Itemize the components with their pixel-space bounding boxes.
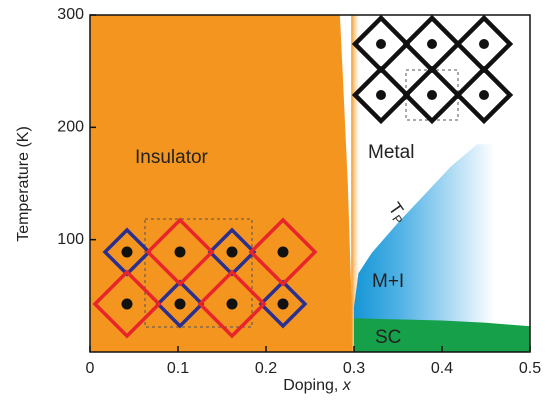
metal-lattice <box>355 18 510 121</box>
metal-label: Metal <box>368 142 414 163</box>
y-tick-label: 100 <box>57 231 84 248</box>
x-tick-label: 0.1 <box>167 360 189 377</box>
x-tick-label: 0.4 <box>431 360 453 377</box>
x-tick-label: 0 <box>86 360 95 377</box>
y-tick-label: 300 <box>57 6 84 23</box>
region-label: M+I <box>372 271 404 292</box>
y-tick-label: 200 <box>57 119 84 136</box>
region-label: Insulator <box>135 147 209 168</box>
region-label: SC <box>375 327 401 348</box>
x-axis-label: Doping, x <box>283 377 352 394</box>
x-tick-label: 0.5 <box>519 360 541 377</box>
y-axis-label: Temperature (K) <box>15 126 32 242</box>
x-tick-label: 0.3 <box>343 360 365 377</box>
chart: Doping, x Temperature (K) TP Metal Insul… <box>0 0 551 404</box>
x-tick-label: 0.2 <box>255 360 277 377</box>
